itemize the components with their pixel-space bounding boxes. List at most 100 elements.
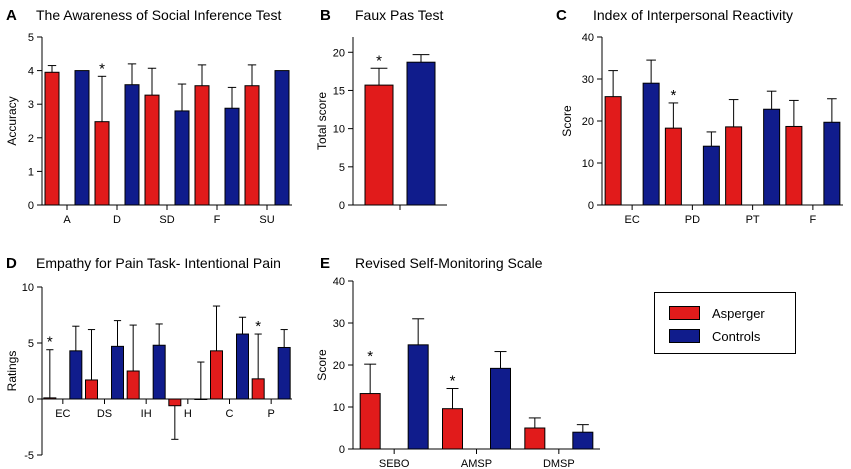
y-tick-label: 5	[28, 32, 34, 44]
bar-asperger-sd	[144, 94, 160, 206]
bar-controls-sebo	[407, 344, 429, 450]
legend-label-controls: Controls	[712, 328, 761, 344]
x-tick-label: IH	[141, 408, 152, 420]
bar-asperger-ec	[604, 96, 622, 206]
bar-controls-h	[194, 398, 208, 400]
x-tick-label: H	[184, 408, 192, 420]
y-tick-label: 0	[28, 394, 34, 406]
y-tick-label: 5	[339, 162, 345, 174]
y-tick-label: 0	[28, 200, 34, 212]
bar-asperger-all	[364, 84, 394, 206]
bar-controls-p	[277, 346, 291, 400]
bar-controls-amsp	[490, 367, 511, 450]
y-tick-label: 15	[333, 85, 345, 97]
bar-asperger-f	[194, 85, 210, 206]
bar-asperger-ih	[126, 370, 140, 400]
bar-controls-f	[224, 107, 240, 206]
y-axis-label: Total score	[315, 92, 329, 150]
x-tick-label: AMSP	[461, 458, 492, 469]
y-axis-label: Score	[560, 105, 574, 137]
panel-letter: C	[556, 7, 567, 24]
x-tick-label: F	[214, 214, 221, 226]
y-axis-label: Score	[315, 349, 329, 381]
legend-item-controls: Controls	[669, 326, 760, 346]
bar-controls-ec	[69, 350, 83, 400]
bar-controls-ec	[642, 82, 660, 206]
bar-controls-sd	[174, 110, 190, 206]
y-tick-label: 0	[339, 444, 345, 456]
chart-title: Empathy for Pain Task- Intentional Pain	[36, 255, 281, 271]
y-tick-label: 40	[582, 32, 594, 44]
panel-letter: D	[6, 255, 17, 272]
y-tick-label: 0	[339, 200, 345, 212]
bar-asperger-p	[251, 378, 265, 400]
chart-title: Revised Self-Monitoring Scale	[355, 255, 543, 271]
bar-asperger-c	[210, 350, 223, 400]
x-tick-label: SU	[259, 214, 274, 226]
bar-asperger-pd	[664, 127, 682, 206]
panel-a: A The Awareness of Social Inference Test 0…	[5, 7, 292, 226]
bar-controls-ih	[152, 344, 166, 400]
significance-marker: *	[670, 87, 676, 104]
chart-title: The Awareness of Social Inference Test	[36, 7, 282, 23]
x-tick-label: PT	[746, 214, 760, 226]
bar-asperger-dmsp	[524, 427, 546, 450]
bar-asperger-a	[44, 71, 60, 206]
panel-b: B Faux Pas Test 0 5 10 15 20 Total score *	[315, 7, 447, 212]
panel-c: C Index of Interpersonal Reactivity 0 10 20 3…	[556, 7, 843, 226]
x-tick-label: C	[226, 408, 234, 420]
bar-controls-pt	[763, 108, 781, 206]
y-axis-label: Ratings	[5, 351, 19, 392]
y-tick-label: 1	[28, 166, 34, 178]
bar-controls-su	[274, 70, 290, 206]
y-tick-label: 5	[28, 338, 34, 350]
y-tick-label: 10	[333, 124, 345, 136]
x-tick-label: DS	[97, 408, 112, 420]
bar-controls-pd	[702, 145, 720, 206]
chart-title: Faux Pas Test	[355, 7, 444, 23]
x-tick-label: EC	[624, 214, 639, 226]
x-tick-label: SD	[159, 214, 174, 226]
y-tick-label: 10	[333, 402, 345, 414]
legend-label-asperger: Asperger	[712, 305, 765, 321]
panel-letter: E	[320, 255, 330, 272]
y-tick-label: 30	[333, 318, 345, 330]
bar-controls-a	[74, 70, 90, 206]
bar-controls-dmsp	[572, 431, 594, 450]
bar-asperger-sebo	[359, 393, 381, 450]
panel-letter: B	[320, 7, 331, 24]
significance-marker: *	[99, 60, 105, 77]
y-axis-label: Accuracy	[5, 96, 19, 145]
bar-asperger-pt	[725, 126, 743, 206]
y-tick-label: 40	[333, 276, 345, 288]
y-tick-label: -5	[24, 450, 34, 462]
y-tick-label: 4	[28, 66, 34, 78]
bar-asperger-d	[94, 121, 110, 206]
significance-marker: *	[255, 318, 261, 335]
bar-controls-d	[124, 84, 140, 206]
significance-marker: *	[376, 52, 382, 69]
legend-swatch-asperger	[669, 306, 700, 320]
y-tick-label: 10	[582, 158, 594, 170]
y-tick-label: 2	[28, 133, 34, 145]
bar-controls-all	[406, 61, 436, 206]
bar-asperger-amsp	[442, 408, 463, 450]
panel-d: D Empathy for Pain Task- Intentional Pain…	[5, 255, 292, 462]
y-tick-label: 10	[22, 282, 34, 294]
legend: Asperger Controls	[654, 292, 796, 354]
bar-asperger-h	[168, 398, 182, 407]
bar-asperger-su	[244, 85, 260, 206]
chart-title: Index of Interpersonal Reactivity	[593, 7, 793, 23]
bar-asperger-ds	[85, 379, 98, 400]
bar-asperger-f	[785, 125, 803, 206]
y-tick-label: 0	[588, 200, 594, 212]
x-tick-label: DMSP	[543, 458, 575, 469]
x-tick-label: SEBO	[379, 458, 410, 469]
significance-marker: *	[47, 334, 53, 351]
bar-asperger-ec	[43, 397, 57, 400]
x-tick-label: D	[113, 214, 121, 226]
bar-controls-c	[236, 333, 249, 400]
legend-item-asperger: Asperger	[669, 303, 765, 323]
legend-swatch-controls	[669, 329, 700, 343]
